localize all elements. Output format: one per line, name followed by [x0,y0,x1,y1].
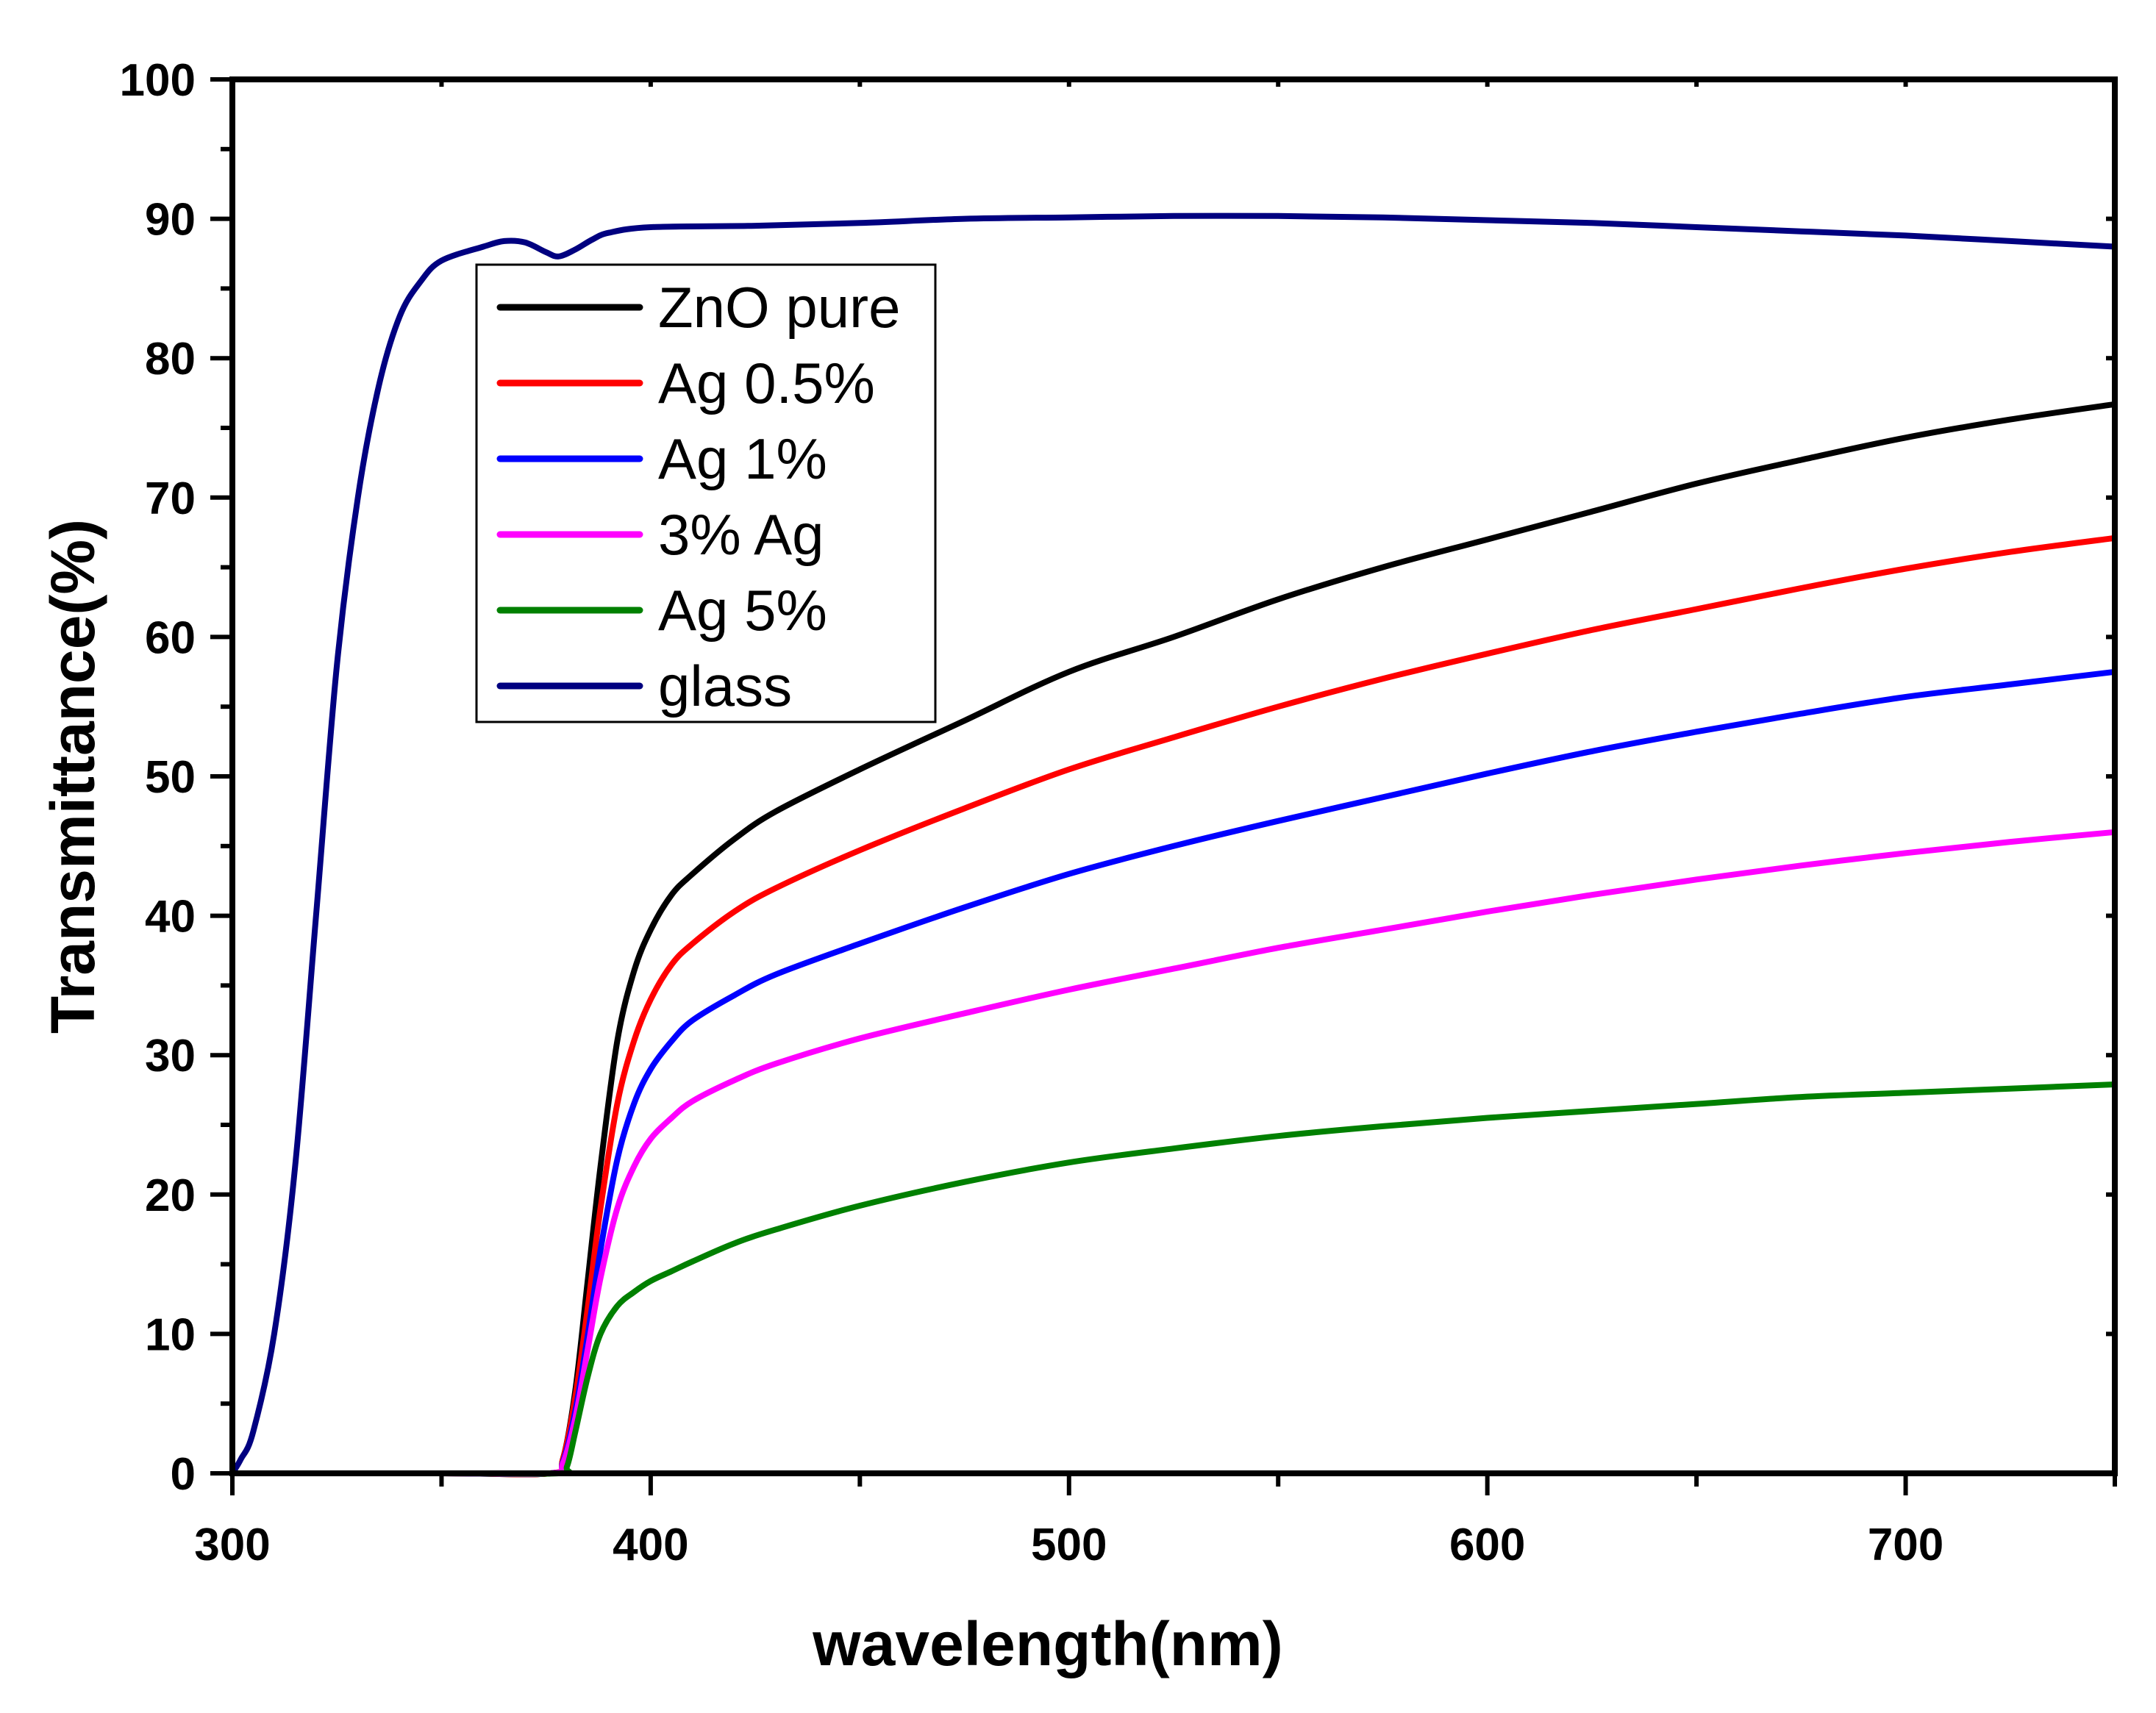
y-tick-label: 40 [145,892,196,943]
legend-label-5: glass [658,654,792,718]
legend-label-3: 3% Ag [658,502,824,567]
legend-box [475,263,937,723]
tick-labels-layer: 0 10 20 30 40 50 60 70 80 90 100 300 400 500 600 700 [120,55,1944,1570]
y-tick-label: 80 [145,334,196,385]
y-tick-label: 60 [145,612,196,663]
x-axis-title: wavelength(nm) [812,1609,1282,1678]
series-line-4 [229,1081,2118,1477]
ticks-layer [210,77,2117,1495]
y-tick-label: 0 [171,1449,196,1500]
x-tick-label: 500 [1031,1520,1107,1570]
y-tick-label: 20 [145,1170,196,1221]
legend-items: ZnO pure Ag 0.5% Ag 1% 3% Ag Ag 5% glass [496,275,900,718]
y-tick-label: 30 [145,1031,196,1081]
legend-label-1: Ag 0.5% [658,351,875,415]
x-tick-label: 700 [1868,1520,1943,1570]
legend-label-2: Ag 1% [658,426,827,491]
y-tick-label: 90 [145,195,196,246]
x-tick-label: 600 [1449,1520,1525,1570]
legend-label-0: ZnO pure [658,275,900,340]
legend-label-4: Ag 5% [658,578,827,643]
series-layer [229,212,2118,1478]
y-axis-title: Transmittance(%) [38,519,107,1034]
series-line-5 [229,212,2118,1476]
legend: ZnO pure Ag 0.5% Ag 1% 3% Ag Ag 5% glass [475,263,937,723]
series-line-3 [229,829,2118,1477]
y-tick-label: 10 [145,1309,196,1360]
y-tick-label: 100 [120,55,196,106]
x-tick-label: 300 [194,1520,270,1570]
y-tick-label: 50 [145,752,196,803]
y-tick-label: 70 [145,473,196,524]
x-tick-label: 400 [613,1520,688,1570]
